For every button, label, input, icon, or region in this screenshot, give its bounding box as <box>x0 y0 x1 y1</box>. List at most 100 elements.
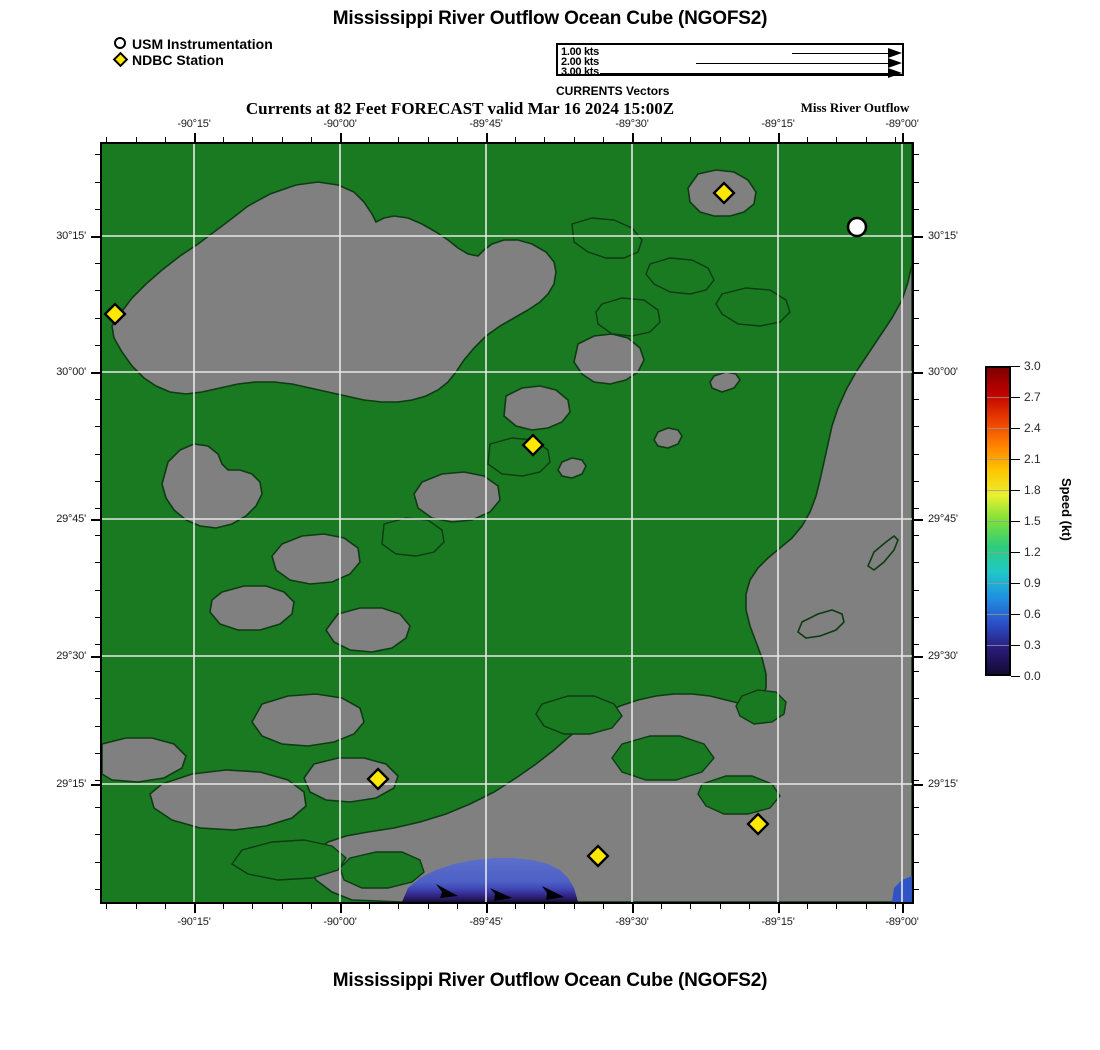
vector-key-label-2: 2.00 kts <box>561 56 599 68</box>
colorbar-tick <box>1011 428 1020 429</box>
vector-key-label-3: 3.00 kts <box>561 66 599 78</box>
vector-key-label-1: 1.00 kts <box>561 46 599 58</box>
land-marsh-f <box>209 585 295 631</box>
colorbar-tick-label: 0.3 <box>1024 638 1041 652</box>
land-marsh-g <box>325 607 411 653</box>
land-barrier-island-b <box>867 534 899 571</box>
land-marsh-i <box>149 769 307 831</box>
lat-tick-label: 30°15' <box>56 230 86 242</box>
diamond-marker-icon <box>103 302 127 326</box>
colorbar-tick <box>1011 645 1020 646</box>
station-markers <box>103 181 868 868</box>
vector-shaft-1 <box>792 53 888 54</box>
current-vector-arrow-3 <box>542 886 564 900</box>
map-plot-area[interactable] <box>100 142 914 904</box>
lon-tick-label: -89°15' <box>761 916 795 928</box>
colorbar-tick-label: 1.2 <box>1024 545 1041 559</box>
colorbar-tick-label: 0.0 <box>1024 669 1041 683</box>
legend-item-usm: USM Instrumentation <box>112 36 273 52</box>
lat-tick-label: 29°45' <box>56 513 86 525</box>
lon-tick-label: -89°00' <box>885 118 919 130</box>
station-legend: USM Instrumentation NDBC Station <box>112 36 273 68</box>
land-islet-a <box>653 427 683 449</box>
land-small-island <box>161 443 263 529</box>
lat-tick-label: 29°45' <box>928 513 958 525</box>
colorbar-tick <box>1011 490 1020 491</box>
legend-item-usm-label: USM Instrumentation <box>132 36 273 52</box>
lon-tick-label: -89°30' <box>615 118 649 130</box>
colorbar-inner-tick <box>987 583 1009 584</box>
lon-tick-label: -90°00' <box>323 118 357 130</box>
colorbar-tick <box>1011 459 1020 460</box>
colorbar-tick-label: 2.1 <box>1024 452 1041 466</box>
dataset-corner-label: Miss River Outflow <box>800 100 910 115</box>
land-lake-pontchartrain <box>111 181 557 403</box>
colorbar-tick-label: 3.0 <box>1024 359 1041 373</box>
lat-tick-label: 29°15' <box>928 778 958 790</box>
currents-vector-key: 1.00 kts 2.00 kts 3.00 kts <box>556 43 904 79</box>
circle-marker-icon <box>112 36 130 52</box>
diamond-marker-icon <box>112 51 130 68</box>
current-vector-arrow-2 <box>490 888 512 901</box>
land-barrier-island-a <box>797 609 845 639</box>
land-marsh-j <box>102 737 187 783</box>
lat-tick-label: 29°30' <box>928 650 958 662</box>
colorbar-tick <box>1011 583 1020 584</box>
vector-key-row-3: 3.00 kts <box>558 66 902 79</box>
colorbar-title: Speed (kt) <box>1059 478 1074 541</box>
vector-key-caption: CURRENTS Vectors <box>556 84 670 98</box>
colorbar-inner-tick <box>987 459 1009 460</box>
colorbar-inner-tick <box>987 521 1009 522</box>
colorbar-inner-tick <box>987 645 1009 646</box>
lat-tick-label: 29°30' <box>56 650 86 662</box>
colorbar-tick <box>1011 521 1020 522</box>
vector-arrowhead-2 <box>888 58 902 68</box>
colorbar-tick <box>1011 552 1020 553</box>
graticule-grid <box>102 144 912 902</box>
lon-tick-label: -89°30' <box>615 916 649 928</box>
land-marsh-h <box>251 693 365 747</box>
colorbar-tick-label: 1.5 <box>1024 514 1041 528</box>
colorbar-inner-tick <box>987 490 1009 491</box>
diamond-marker-icon <box>366 767 390 791</box>
colorbar-inner-tick <box>987 428 1009 429</box>
vector-arrowhead-1 <box>888 48 902 58</box>
colorbar-tick-label: 1.8 <box>1024 483 1041 497</box>
lon-tick-label: -90°15' <box>177 118 211 130</box>
lon-tick-label: -89°45' <box>469 916 503 928</box>
land-marsh-e <box>271 533 361 585</box>
map-canvas[interactable] <box>102 144 912 902</box>
lon-tick-label: -89°00' <box>885 916 919 928</box>
lat-tick-label: 30°00' <box>928 366 958 378</box>
diamond-marker-icon <box>712 181 736 205</box>
marsh-channels <box>230 217 791 889</box>
colorbar-inner-tick <box>987 397 1009 398</box>
colorbar-inner-tick <box>987 614 1009 615</box>
land-marsh-d <box>413 471 501 523</box>
lon-tick-label: -89°15' <box>761 118 795 130</box>
current-vector-arrow-1 <box>436 884 458 898</box>
land-marsh-k <box>303 757 399 803</box>
vector-key-row-2: 2.00 kts <box>558 56 902 69</box>
colorbar-tick <box>1011 614 1020 615</box>
lon-tick-label: -89°45' <box>469 118 503 130</box>
legend-item-ndbc-label: NDBC Station <box>132 52 224 68</box>
colorbar-tick-label: 0.6 <box>1024 607 1041 621</box>
colorbar-tick-label: 2.7 <box>1024 390 1041 404</box>
colorbar-tick <box>1011 397 1020 398</box>
diamond-marker-icon <box>586 844 610 868</box>
current-vector-arrows <box>436 884 564 901</box>
colorbar-tick <box>1011 366 1020 367</box>
diamond-marker-icon <box>746 812 770 836</box>
circle-marker-icon <box>846 216 868 238</box>
legend-item-ndbc: NDBC Station <box>112 51 273 68</box>
vector-key-row-1: 1.00 kts <box>558 46 902 59</box>
colorbar-inner-tick <box>987 552 1009 553</box>
lon-tick-label: -90°00' <box>323 916 357 928</box>
diamond-marker-icon <box>521 433 545 457</box>
vector-shaft-3 <box>600 73 888 74</box>
vector-shaft-2 <box>696 63 888 64</box>
lat-tick-label: 30°00' <box>56 366 86 378</box>
land-marsh-c <box>503 385 571 431</box>
colorbar-tick-label: 2.4 <box>1024 421 1041 435</box>
